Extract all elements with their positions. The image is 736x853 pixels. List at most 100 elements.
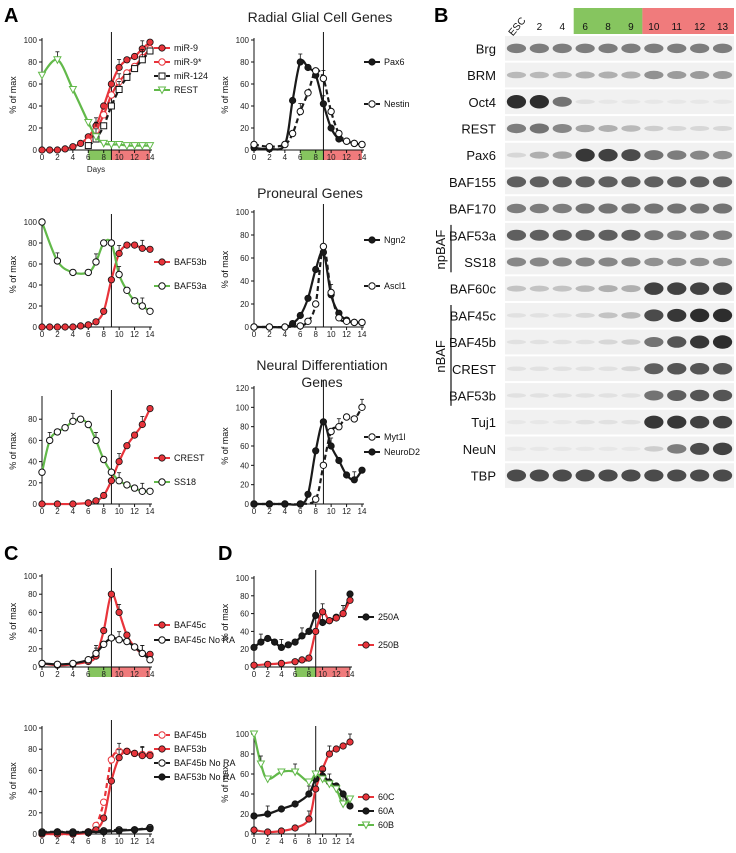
blot-band [575,366,595,371]
data-point [100,239,108,247]
series-line-nestin [253,68,363,148]
blot-band [644,309,664,322]
y-tick-label: 20 [240,810,249,819]
legend-label: 250A [378,612,399,622]
protein-label: Brg [476,41,496,56]
data-point [53,323,62,331]
blot-band [644,43,664,54]
data-point [91,133,101,142]
chart-a5: 0 20 40 60 80 100 0 2 4 6 8 10 12 14 % of max Ngn2 Ascl1 [220,204,406,339]
blot-band [712,282,733,295]
data-point [277,805,285,813]
blot-band [644,257,664,267]
data-point [346,596,354,604]
stage-bar-green [88,667,112,677]
data-point [146,656,154,664]
blot-band [575,257,595,267]
data-point [61,424,69,432]
blot-band [712,363,733,375]
data-point [138,420,146,429]
data-point [123,56,131,64]
y-tick-label: 40 [240,102,249,111]
data-point [69,659,77,668]
blot-band [644,282,664,295]
blot-band [712,469,733,482]
data-point [296,322,304,330]
western-blot: ESC 2 4 6 8 9 10 11 12 13 Brg BRM Oct4 REST Pax6 BAF155… [433,8,734,488]
legend-marker [362,793,370,801]
legend-marker [157,86,167,95]
x-tick-label: 14 [146,670,155,679]
data-point [304,89,312,97]
x-tick-label: 10 [115,837,124,846]
data-point [61,145,69,153]
blot-band [575,393,595,398]
data-point [335,314,343,322]
y-axis-label: % of max [8,602,18,640]
y-tick-label: 60 [240,770,249,779]
series-line-pax6 [253,59,363,151]
blot-band [621,339,641,345]
x-tick-label: 6 [293,837,298,846]
data-point [335,456,343,465]
data-point [123,286,131,294]
data-point [146,825,154,833]
x-tick-label: 10 [115,153,124,162]
blot-band [712,43,733,54]
data-point [115,457,123,466]
blot-band [598,393,618,398]
blot-band [712,150,733,160]
blot-band [598,124,618,132]
legend-label: miR-124 [174,71,208,81]
y-tick-label: 60 [240,610,249,619]
data-point [131,431,139,439]
legend-label: BAF53b [174,744,207,754]
data-point [69,268,77,277]
blot-band [506,469,527,482]
blot-band [575,285,595,292]
blot-band [506,152,527,158]
legend-marker [158,282,166,290]
data-point [138,244,146,252]
data-point [61,323,69,331]
blot-band [552,313,572,318]
blot-band [506,285,527,292]
y-tick-label: 120 [236,384,250,393]
blot-band [552,257,572,267]
y-tick-label: 100 [236,36,250,45]
data-point [305,790,313,798]
blot-band [667,469,687,482]
stage-bar-red [111,667,150,677]
blot-band [644,446,664,452]
legend-marker [368,100,376,108]
data-point [304,317,312,325]
protein-label: BAF53a [449,228,497,243]
data-point [100,626,108,635]
chart-a6: 0 20 40 60 80 100 120 0 2 4 6 8 10 12 14 % of max Myt1l N… [220,380,420,516]
y-tick-label: 0 [245,146,250,155]
blot-band [575,312,595,318]
data-point [281,323,289,331]
data-point [264,810,272,818]
x-tick-label: 12 [342,330,351,339]
blot-band [552,469,572,482]
blot-band [667,282,687,295]
legend-label: miR-9* [174,57,202,67]
blot-band [712,125,733,131]
legend-marker [368,236,376,244]
data-point [327,124,335,132]
blot-band [529,257,549,267]
wb-stage-green [573,8,643,34]
blot-band [552,43,572,54]
y-tick-label: 20 [240,645,249,654]
protein-label: CREST [452,362,496,377]
legend-label: Myt1l [384,432,406,442]
blot-band [644,176,664,188]
data-point [123,631,131,639]
x-tick-label: 6 [86,837,91,846]
blot-band [690,282,710,295]
x-tick-label: 8 [307,670,312,679]
data-point [250,323,258,331]
blot-band [644,125,664,132]
